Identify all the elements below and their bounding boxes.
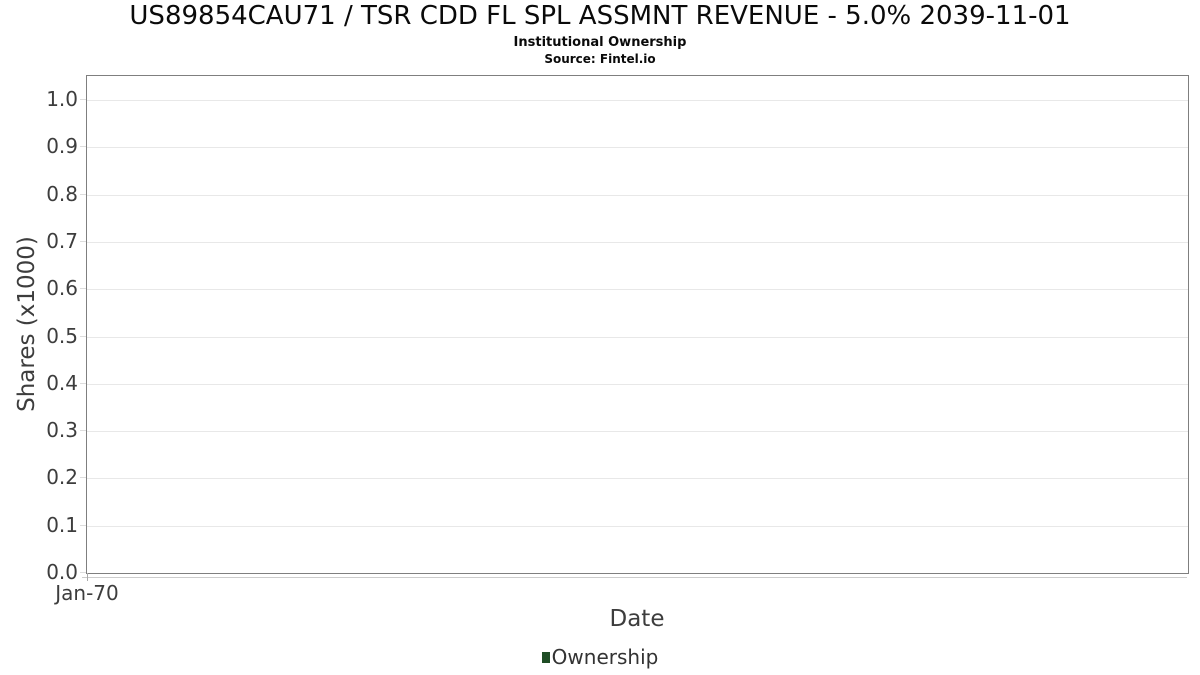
gridline-y-1.0	[87, 100, 1188, 101]
gridline-y-0.3	[87, 431, 1188, 433]
legend-label-ownership: Ownership	[551, 645, 659, 669]
x-axis-line	[82, 577, 1187, 578]
y-tick-mark-0.3	[80, 430, 86, 432]
y-tick-label-0.7: 0.7	[46, 228, 78, 253]
y-tick-label-0.4: 0.4	[46, 370, 78, 395]
y-tick-mark-0.7	[80, 240, 86, 242]
y-tick-label-0.5: 0.5	[46, 323, 78, 348]
y-tick-label-0.6: 0.6	[46, 276, 78, 301]
chart-subtitle: Institutional Ownership	[513, 35, 687, 50]
y-tick-mark-0.0	[80, 572, 86, 573]
y-tick-mark-0.1	[80, 524, 86, 526]
x-axis-tick-mark	[87, 573, 88, 581]
y-tick-mark-0.5	[80, 335, 86, 337]
y-tick-mark-0.4	[80, 382, 86, 384]
gridline-y-0.4	[87, 383, 1188, 385]
y-tick-label-1.0: 1.0	[46, 87, 78, 111]
y-tick-label-0.0: 0.0	[46, 560, 78, 584]
y-tick-label-0.8: 0.8	[46, 181, 78, 206]
chart-title: US89854CAU71 / TSR CDD FL SPL ASSMNT REV…	[129, 1, 1071, 31]
x-axis-title: Date	[609, 606, 665, 632]
y-tick-mark-0.2	[80, 477, 86, 479]
y-tick-mark-0.8	[80, 193, 86, 195]
chart-source: Source: Fintel.io	[544, 52, 656, 66]
legend: Ownership	[0, 645, 1200, 669]
gridline-y-0.1	[87, 525, 1188, 527]
legend-marker-ownership-icon	[541, 651, 550, 663]
gridline-y-0.6	[87, 289, 1188, 291]
legend-item-ownership[interactable]: Ownership	[541, 645, 659, 669]
y-tick-label-0.3: 0.3	[46, 418, 78, 443]
gridline-y-0.5	[87, 336, 1188, 338]
gridline-y-0.7	[87, 241, 1188, 243]
y-tick-label-0.2: 0.2	[46, 465, 78, 490]
y-tick-label-0.1: 0.1	[46, 512, 78, 537]
gridline-y-0.9	[87, 147, 1188, 149]
plot-area	[86, 75, 1189, 574]
x-axis-tick-label: Jan-70	[55, 581, 119, 605]
y-tick-label-0.9: 0.9	[46, 134, 78, 159]
y-tick-mark-0.9	[80, 146, 86, 148]
gridline-y-0.2	[87, 478, 1188, 480]
y-tick-mark-0.6	[80, 288, 86, 290]
y-tick-mark-1.0	[80, 99, 86, 100]
gridline-y-0.8	[87, 194, 1188, 196]
